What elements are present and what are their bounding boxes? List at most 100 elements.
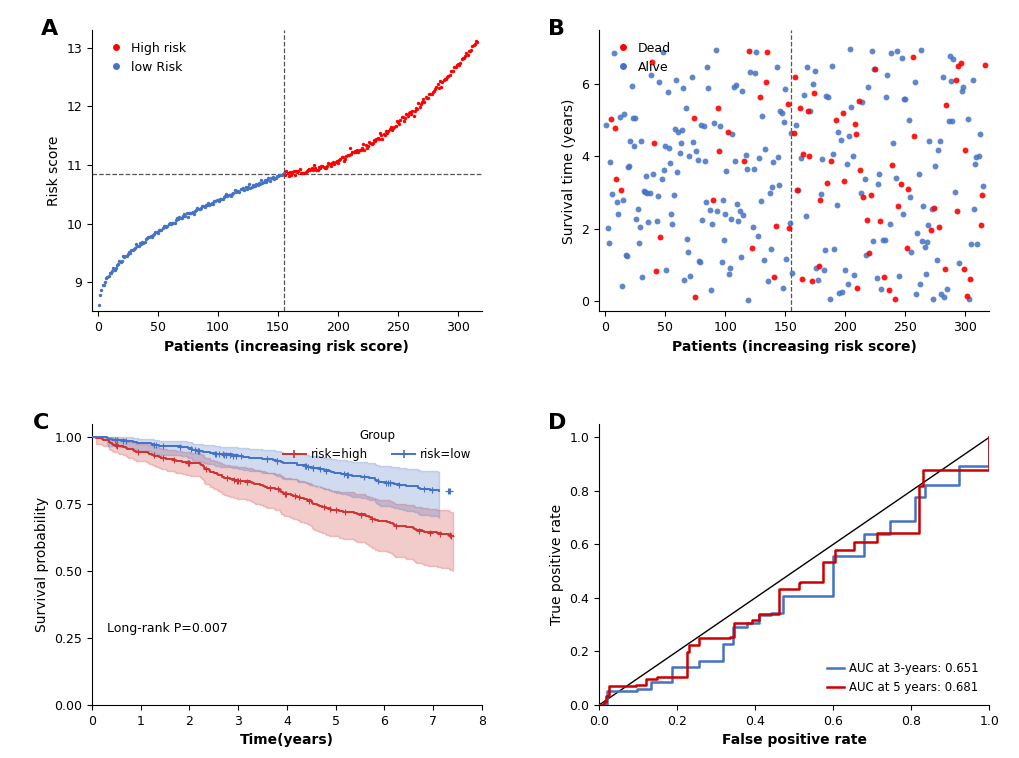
Point xyxy=(360,139,376,152)
Point xyxy=(118,250,135,262)
Point xyxy=(844,150,860,162)
Point xyxy=(429,78,445,90)
Point xyxy=(401,105,418,117)
Point xyxy=(130,240,147,252)
AUC at 5 years: 0.681: (0.255, 0.249): 0.681: (0.255, 0.249) xyxy=(692,634,704,643)
Point xyxy=(225,474,242,486)
Point xyxy=(450,59,467,71)
Point xyxy=(171,440,187,453)
Point xyxy=(395,115,412,127)
Point xyxy=(364,513,380,525)
Point xyxy=(154,221,170,233)
Point xyxy=(658,86,675,99)
Point xyxy=(426,85,442,97)
Point xyxy=(748,46,764,58)
Point xyxy=(176,208,193,221)
Point xyxy=(100,270,116,282)
Point xyxy=(207,195,223,207)
Point xyxy=(120,246,137,258)
Line: AUC at 3-years: 0.651: AUC at 3-years: 0.651 xyxy=(598,437,988,705)
Point xyxy=(601,155,618,168)
Point xyxy=(91,299,107,311)
Point xyxy=(687,290,703,302)
Point xyxy=(113,255,129,267)
Point xyxy=(163,218,179,230)
Point xyxy=(308,164,324,177)
Point xyxy=(303,161,319,174)
Point xyxy=(244,180,260,193)
Point xyxy=(190,445,206,457)
Point xyxy=(941,49,957,61)
Point xyxy=(895,93,911,105)
Point xyxy=(431,528,447,540)
Point xyxy=(109,440,125,452)
Point xyxy=(422,88,438,100)
Point xyxy=(367,136,383,148)
Point xyxy=(644,168,660,180)
Point xyxy=(900,114,916,126)
Point xyxy=(651,231,667,243)
Point xyxy=(955,263,971,275)
Point xyxy=(350,146,366,158)
Point xyxy=(887,172,903,184)
Point xyxy=(193,202,209,215)
Point xyxy=(446,61,463,74)
Point xyxy=(769,151,786,163)
Point xyxy=(230,475,247,487)
Point xyxy=(266,173,282,185)
Point xyxy=(379,127,395,139)
Point xyxy=(149,226,165,238)
AUC at 3-years: 0.651: (0.679, 0.64): 0.651: (0.679, 0.64) xyxy=(857,529,869,538)
Point xyxy=(628,213,644,225)
Point xyxy=(185,208,202,220)
Point xyxy=(759,274,775,287)
Point xyxy=(710,145,727,157)
Point xyxy=(346,146,363,158)
Point xyxy=(153,224,169,236)
Point xyxy=(648,215,664,227)
Point xyxy=(355,138,371,150)
Point xyxy=(282,169,299,181)
Point xyxy=(830,287,847,299)
Point xyxy=(736,155,752,168)
Point xyxy=(246,180,262,192)
Point xyxy=(369,133,385,145)
Point xyxy=(227,186,244,199)
Point xyxy=(646,137,662,149)
Point xyxy=(674,124,690,136)
Point xyxy=(442,530,459,542)
Point xyxy=(288,166,305,178)
Point xyxy=(753,110,769,122)
Point xyxy=(897,93,913,105)
Point xyxy=(399,111,416,123)
Point xyxy=(146,228,162,240)
Point xyxy=(336,506,353,518)
Point xyxy=(361,136,377,149)
Point xyxy=(922,203,938,215)
Point xyxy=(906,77,922,89)
Point xyxy=(805,87,821,99)
Point xyxy=(694,214,710,226)
Point xyxy=(110,258,126,271)
Point xyxy=(366,133,382,146)
Point xyxy=(811,194,827,206)
Point xyxy=(765,271,782,283)
Point xyxy=(142,231,158,243)
Point xyxy=(946,186,962,199)
Point xyxy=(784,266,800,278)
Point xyxy=(286,490,303,503)
Point xyxy=(329,157,345,169)
Point xyxy=(455,52,472,64)
Point xyxy=(629,203,645,215)
Point xyxy=(284,166,301,178)
Point xyxy=(467,37,483,49)
Point xyxy=(738,163,754,175)
Point xyxy=(969,150,985,162)
Point xyxy=(920,134,936,146)
Point xyxy=(711,120,728,132)
Point xyxy=(904,51,920,63)
Y-axis label: Survival time (years): Survival time (years) xyxy=(561,99,576,243)
Point xyxy=(316,161,332,174)
Point xyxy=(695,120,711,132)
Point xyxy=(622,134,638,146)
